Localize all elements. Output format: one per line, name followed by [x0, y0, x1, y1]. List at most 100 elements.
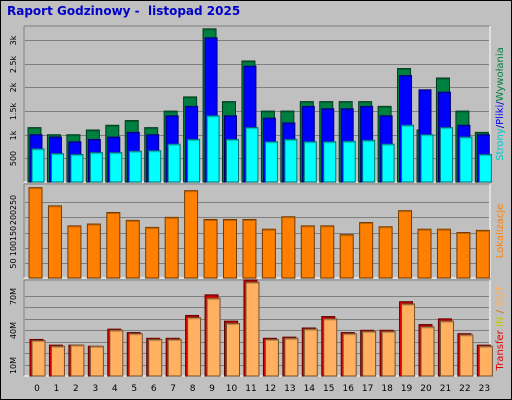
bar-lokalizacje — [106, 212, 121, 279]
bar-strony — [478, 154, 492, 183]
y-tick-label: 10M — [9, 357, 18, 374]
bar-strony — [420, 134, 434, 183]
bar-strony — [342, 140, 356, 183]
bar-lokalizacje — [320, 225, 335, 279]
x-tick-label: 13 — [284, 384, 295, 394]
bar-lokalizacje — [261, 228, 276, 279]
x-tick-label: 0 — [34, 384, 40, 394]
bar-transfer_in — [50, 345, 65, 377]
x-tick-label: 7 — [170, 384, 176, 394]
bar-strony — [109, 152, 123, 183]
bar-lokalizacje — [359, 222, 374, 279]
bar-lokalizacje — [456, 232, 471, 279]
y-tick-label: 1.5k — [9, 102, 18, 120]
bar-strony — [401, 124, 415, 183]
bar-transfer_in — [70, 344, 85, 377]
bar-strony — [31, 148, 45, 183]
bar-lokalizacje — [164, 216, 179, 279]
bar-transfer_in — [226, 322, 240, 377]
bar-lokalizacje — [398, 210, 413, 279]
y-tick-label: 40M — [9, 322, 18, 339]
bar-strony — [148, 150, 162, 183]
bar-transfer_in — [89, 345, 104, 377]
bar-lokalizacje — [67, 225, 82, 279]
y-tick-label: 3k — [9, 35, 18, 45]
x-tick-label: 17 — [362, 384, 373, 394]
bar-transfer_in — [381, 330, 396, 377]
bar-lokalizacje — [417, 228, 432, 279]
x-tick-label: 18 — [381, 384, 393, 394]
legend-entry: OUT — [495, 285, 506, 307]
bar-strony — [264, 141, 278, 183]
bar-strony — [226, 138, 239, 183]
bar-strony — [245, 127, 259, 183]
legend-entry: Strony — [495, 128, 506, 161]
x-tick-label: 6 — [151, 384, 157, 394]
y-tick-label: 150 — [9, 226, 18, 241]
legend-entry: IN — [495, 317, 506, 331]
legend-entry: / — [495, 101, 506, 105]
y-tick-label: 250 — [9, 195, 18, 210]
bar-transfer_in — [245, 281, 260, 377]
bar-strony — [128, 150, 142, 183]
series-legend-label: Lokalizacje — [495, 204, 506, 259]
legend-entry: Pliki — [495, 105, 506, 125]
bar-transfer_in — [478, 345, 493, 377]
y-tick-label: 2.5k — [9, 55, 18, 73]
x-tick-label: 15 — [323, 384, 334, 394]
series-legend-label: Transfer IN / OUT — [495, 285, 506, 372]
bar-lokalizacje — [339, 234, 354, 279]
x-tick-label: 2 — [73, 384, 79, 394]
y-tick-label: 70M — [9, 288, 18, 305]
x-tick-label: 4 — [112, 384, 118, 394]
legend-entry: / — [495, 124, 506, 128]
bar-strony — [459, 136, 473, 183]
bar-transfer_in — [206, 297, 221, 377]
y-tick-label: 1k — [9, 130, 18, 140]
bar-transfer_in — [342, 333, 357, 377]
x-tick-label: 14 — [304, 384, 316, 394]
legend-entry: Wywołania — [495, 47, 506, 101]
bar-lokalizacje — [203, 218, 218, 279]
bar-lokalizacje — [300, 225, 315, 279]
y-tick-label: 50 — [9, 258, 18, 268]
bar-strony — [381, 143, 395, 183]
x-tick-label: 12 — [265, 384, 276, 394]
bar-strony — [89, 152, 103, 183]
bar-strony — [50, 153, 64, 183]
x-tick-label: 5 — [131, 384, 137, 394]
legend-entry: / — [495, 307, 506, 317]
bar-lokalizacje — [184, 190, 199, 279]
bar-transfer_in — [420, 326, 435, 377]
bar-lokalizacje — [28, 187, 43, 279]
bar-transfer_in — [31, 340, 46, 377]
bar-strony — [70, 154, 84, 183]
series-legend-label: Strony/Pliki/Wywołania — [495, 47, 506, 161]
x-tick-label: 10 — [226, 384, 238, 394]
bar-transfer_in — [109, 329, 124, 377]
x-tick-label: 20 — [420, 384, 432, 394]
bar-transfer_in — [401, 303, 416, 377]
bar-strony — [323, 141, 337, 183]
page-title: Raport Godzinowy - listopad 2025 — [7, 4, 241, 18]
bar-transfer_in — [303, 328, 318, 377]
y-tick-label: 2k — [9, 82, 18, 92]
legend-entry: Lokalizacje — [495, 204, 506, 259]
bar-lokalizacje — [86, 223, 101, 279]
x-tick-label: 19 — [401, 384, 413, 394]
bar-lokalizacje — [47, 205, 62, 279]
bar-transfer_in — [264, 338, 279, 377]
bar-strony — [187, 138, 201, 183]
bar-strony — [284, 138, 298, 183]
x-tick-label: 16 — [342, 384, 354, 394]
bar-lokalizacje — [223, 218, 237, 279]
legend-entry: Transfer — [495, 329, 506, 371]
bar-transfer_in — [362, 330, 377, 377]
bar-lokalizacje — [125, 219, 140, 279]
y-tick-label: 500 — [9, 151, 18, 166]
bar-lokalizacje — [436, 228, 451, 279]
bar-transfer_in — [459, 334, 474, 377]
x-tick-label: 8 — [190, 384, 196, 394]
x-tick-label: 3 — [92, 384, 98, 394]
